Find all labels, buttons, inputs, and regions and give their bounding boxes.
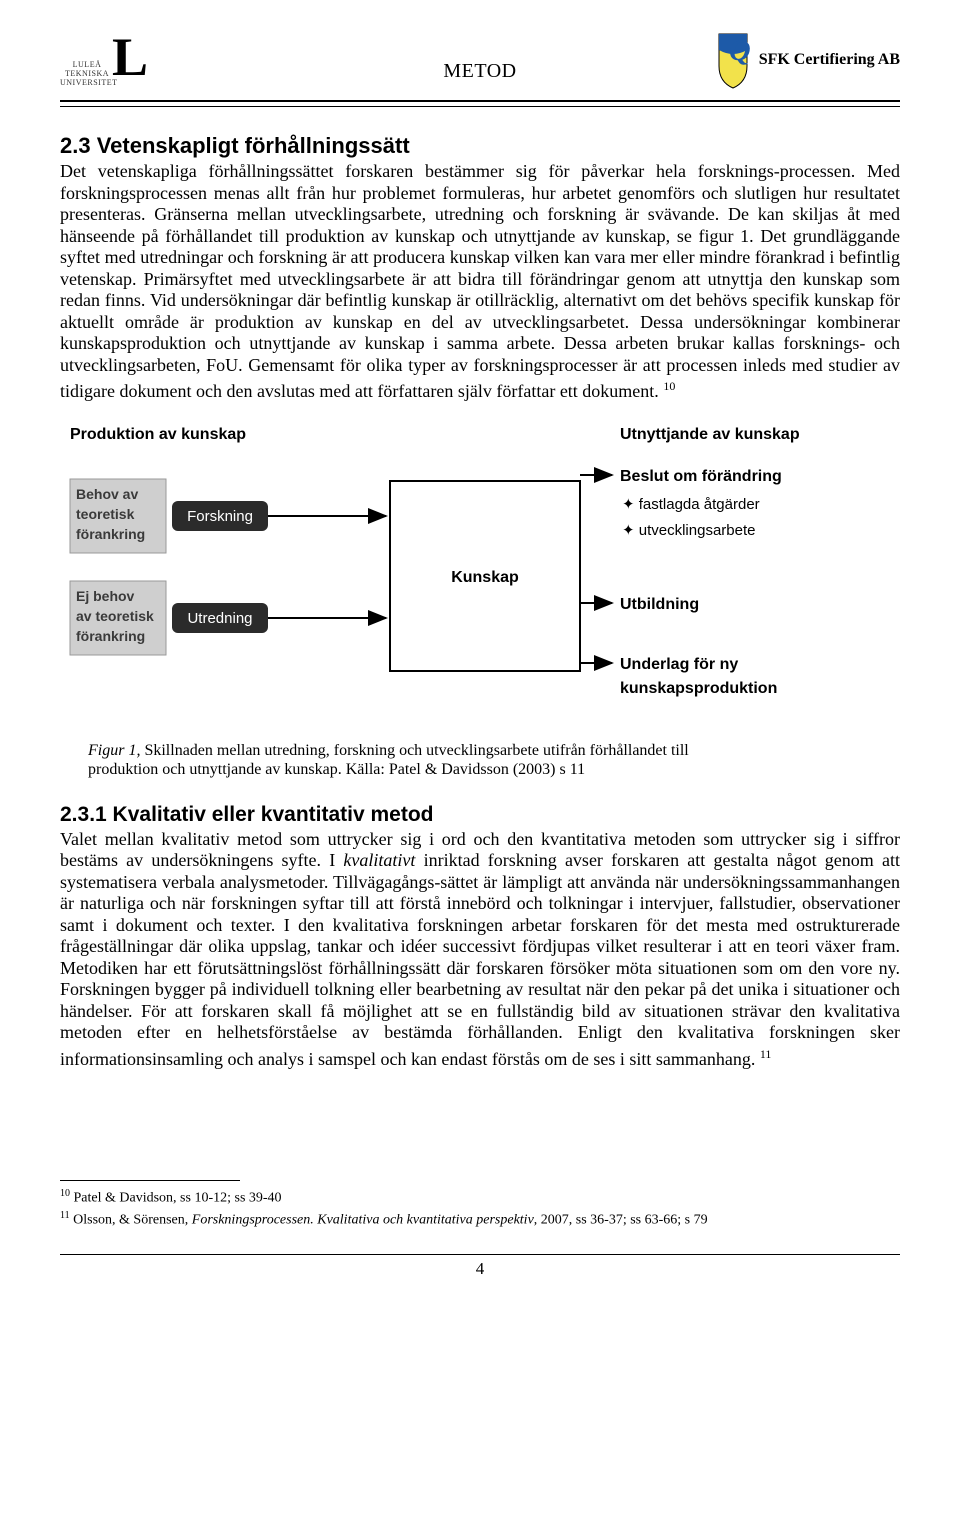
svg-text:förankring: förankring [76, 526, 145, 542]
page-header: LULEÅ TEKNISKA UNIVERSITET L METOD Q SFK… [60, 30, 900, 102]
fn11-marker: 11 [60, 1210, 70, 1221]
logo-line3: UNIVERSITET [60, 78, 118, 87]
svg-text:teoretisk: teoretisk [76, 506, 135, 522]
footnote-10: 10 Patel & Davidson, ss 10-12; ss 39-40 [60, 1185, 900, 1207]
fn10-marker: 10 [60, 1188, 70, 1199]
svg-text:Beslut om förändring: Beslut om förändring [620, 468, 782, 485]
page-number: 4 [60, 1254, 900, 1279]
logo-line1: LULEÅ [73, 60, 102, 69]
footnote-11: 11 Olsson, & Sörensen, Forskningsprocess… [60, 1207, 900, 1229]
page: LULEÅ TEKNISKA UNIVERSITET L METOD Q SFK… [0, 0, 960, 1319]
section-2-3-heading: 2.3 Vetenskapligt förhållningssätt [60, 133, 900, 159]
figure-1-caption-line1: Skillnaden mellan utredning, forskning o… [144, 742, 688, 759]
section-2-3-text: Det vetenskapliga förhållningssättet for… [60, 161, 900, 401]
svg-text:förankring: förankring [76, 628, 145, 644]
svg-text:Q: Q [729, 34, 751, 67]
certifier-shield-icon: Q [713, 30, 753, 90]
svg-text:kunskapsproduktion: kunskapsproduktion [620, 680, 777, 697]
running-title: METOD [443, 60, 516, 83]
svg-text:Utredning: Utredning [187, 610, 252, 627]
section-2-3-body: Det vetenskapliga förhållningssättet for… [60, 161, 900, 403]
svg-text:Utbildning: Utbildning [620, 596, 699, 613]
svg-text:av teoretisk: av teoretisk [76, 608, 154, 624]
fn10-text: Patel & Davidson, ss 10-12; ss 39-40 [70, 1191, 282, 1206]
figure-1-caption: Figur 1, Skillnaden mellan utredning, fo… [88, 741, 858, 779]
svg-text:Behov av: Behov av [76, 486, 138, 502]
section-2-3-1-heading: 2.3.1 Kvalitativ eller kvantitativ metod [60, 803, 900, 827]
figure-1-diagram: Produktion av kunskap Utnyttjande av kuns… [60, 421, 900, 731]
section-2-3-1-text-b: inriktad forskning avser forskaren att g… [60, 850, 900, 1069]
certifier-name: SFK Certifiering AB [759, 51, 900, 69]
footnote-ref-10: 10 [663, 379, 675, 393]
svg-text:Underlag för ny: Underlag för ny [620, 656, 738, 673]
footnotes: 10 Patel & Davidson, ss 10-12; ss 39-40 … [60, 1180, 900, 1228]
fn11-pre: Olsson, & Sörensen, [70, 1212, 192, 1227]
svg-text:Kunskap: Kunskap [451, 569, 519, 586]
figure-1-caption-line2: produktion och utnyttjande av kunskap. K… [88, 761, 585, 778]
section-2-3-1-italic: kvalitativt [343, 850, 415, 870]
figure-1: Produktion av kunskap Utnyttjande av kuns… [60, 421, 900, 779]
svg-text:Forskning: Forskning [187, 508, 253, 525]
fn11-post: , 2007, ss 36-37; ss 63-66; s 79 [534, 1212, 708, 1227]
section-2-3-1-body: Valet mellan kvalitativ metod som uttryc… [60, 829, 900, 1071]
logo-line2: TEKNISKA [65, 69, 109, 78]
certifier-logo: Q SFK Certifiering AB [713, 30, 900, 90]
svg-text:Ej behov: Ej behov [76, 588, 135, 604]
fn11-italic: Forskningsprocessen. Kvalitativa och kva… [192, 1212, 534, 1227]
university-logo: LULEÅ TEKNISKA UNIVERSITET L [60, 34, 180, 94]
university-logo-text: LULEÅ TEKNISKA UNIVERSITET [60, 60, 114, 87]
svg-text:Produktion av kunskap: Produktion av kunskap [70, 426, 246, 443]
svg-text:✦ fastlagda åtgärder: ✦ fastlagda åtgärder [622, 496, 760, 513]
figure-1-caption-label: Figur 1, [88, 742, 140, 759]
header-rule [60, 106, 900, 107]
svg-text:✦ utvecklingsarbete: ✦ utvecklingsarbete [622, 522, 755, 539]
footnote-ref-11: 11 [760, 1047, 772, 1061]
svg-text:Utnyttjande av kunskap: Utnyttjande av kunskap [620, 426, 800, 443]
footnote-rule [60, 1180, 240, 1181]
university-logo-letter: L [112, 30, 148, 84]
